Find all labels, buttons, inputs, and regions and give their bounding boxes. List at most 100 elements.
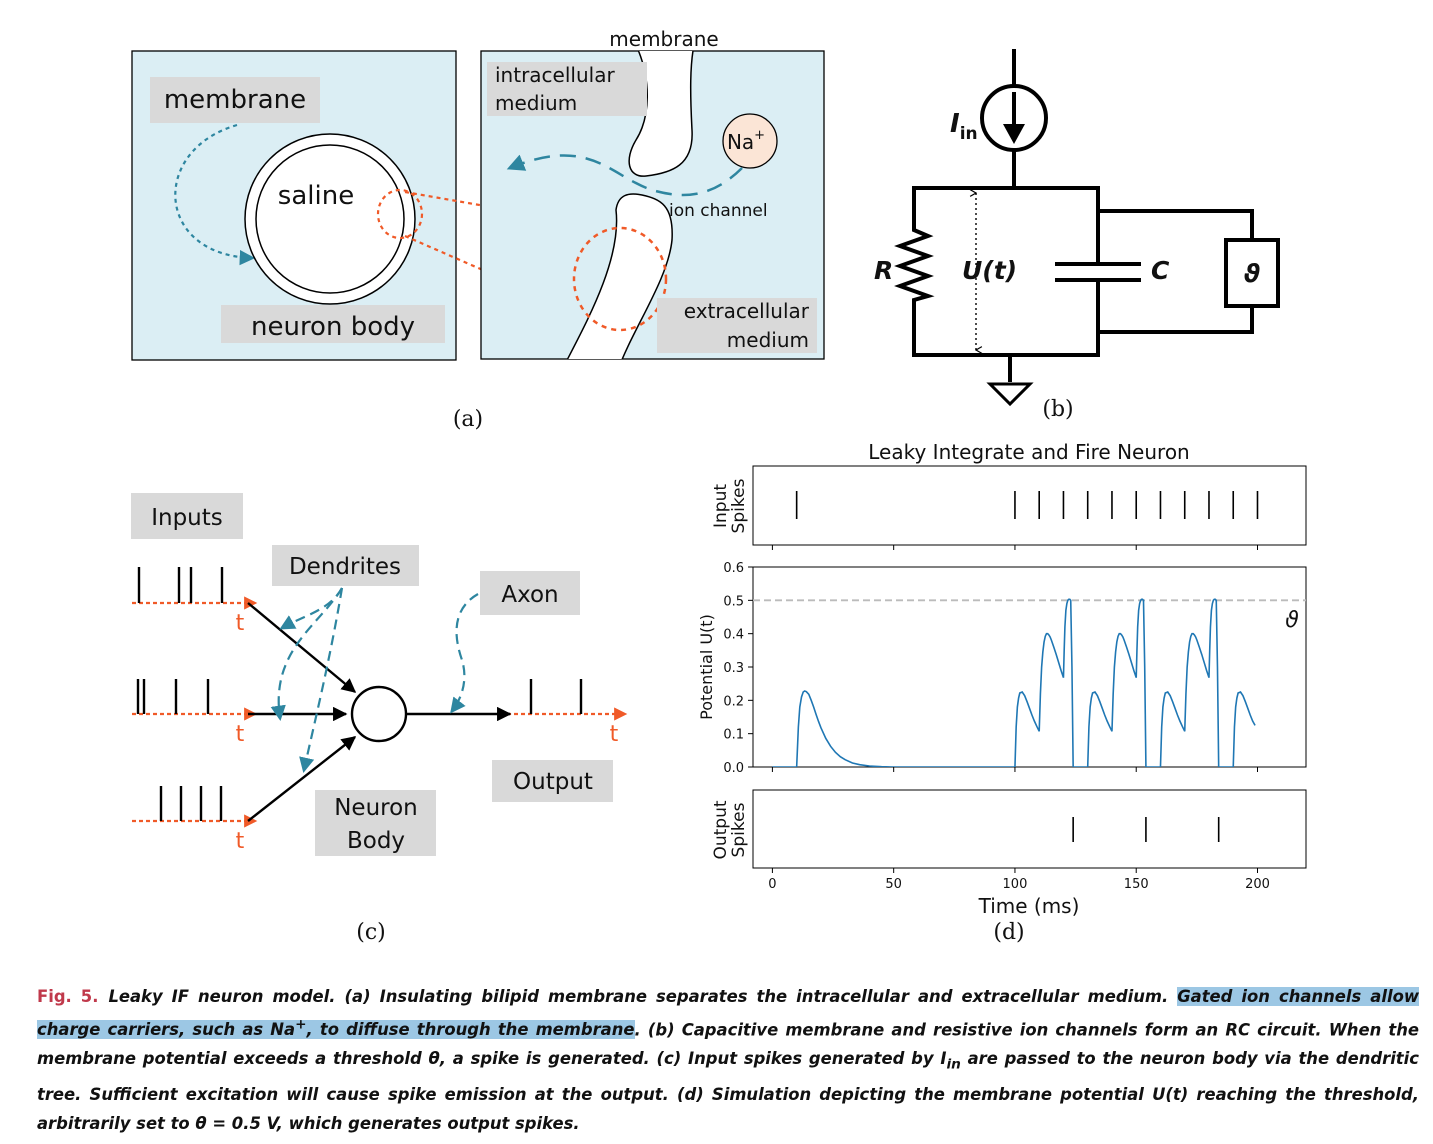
dendrite-edge-3 xyxy=(247,736,357,822)
threshold-label: ϑ xyxy=(1285,608,1299,633)
x-tick-label: 0 xyxy=(768,877,776,892)
y-tick-label: 0.0 xyxy=(723,761,744,776)
threshold-wire-top xyxy=(1098,209,1254,240)
circuit-top-rail xyxy=(912,186,1100,213)
panel-b xyxy=(894,49,1280,407)
zoom-target-ellipse xyxy=(572,226,668,332)
x-tick-label: 200 xyxy=(1245,877,1270,892)
output-spikes-ylabel: OutputSpikes xyxy=(711,800,749,859)
caption-part-1: Leaky IF neuron model. (a) Insulating bi… xyxy=(108,987,1178,1006)
inputs-label: Inputs xyxy=(151,505,223,531)
intracellular-label-line2: medium xyxy=(495,91,577,115)
membrane-zoom-label: membrane xyxy=(609,27,718,51)
output-label-box xyxy=(492,760,613,802)
figure-caption: Fig. 5. Leaky IF neuron model. (a) Insula… xyxy=(37,982,1419,1138)
potential-axes xyxy=(752,566,1307,768)
input-spikes-ylabel: InputSpikes xyxy=(711,478,749,533)
dendrite-edge-1 xyxy=(247,602,357,693)
intracellular-label-line1: intracellular xyxy=(495,63,615,87)
panel-c-label: (c) xyxy=(356,920,386,945)
time-label-3: t xyxy=(236,829,245,854)
input-spikes-axes xyxy=(752,465,1307,546)
membrane-label: membrane xyxy=(164,85,306,115)
chart-title: Leaky Integrate and Fire Neuron xyxy=(868,440,1189,464)
caption-figure-label: Fig. 5. xyxy=(37,987,99,1006)
dendrites-pointer-3 xyxy=(299,587,344,774)
y-tick-label: 0.6 xyxy=(723,561,744,576)
sodium-ion xyxy=(722,113,778,169)
membrane-segment-lower xyxy=(566,193,673,359)
panel-c: Inputs Dendrites Axon Output Neuron Body… xyxy=(131,493,628,945)
neuron-body-label-line2: Body xyxy=(347,828,405,854)
current-source-arrow-head xyxy=(1003,124,1025,144)
y-tick-label: 0.1 xyxy=(723,728,744,743)
panel-a: membrane saline neuron body membrane int… xyxy=(131,27,825,432)
time-x-ticks: 0 50 100 150 200 xyxy=(768,545,1270,892)
x-tick-label: 100 xyxy=(1003,877,1028,892)
time-label-output: t xyxy=(610,722,619,747)
ion-flow-arrow xyxy=(506,154,743,197)
panel-b-label: (b) xyxy=(1042,397,1073,422)
panel-b-labels: Iin R U(t) C ϑ (b) xyxy=(874,109,1261,422)
caption-part-3: are passed to the neuron body via the de… xyxy=(37,1049,1419,1133)
extracellular-label-line1: extracellular xyxy=(684,299,810,323)
circuit-bottom-rail xyxy=(912,330,1100,357)
extracellular-label-box xyxy=(657,298,817,353)
zoom-source-ellipse xyxy=(376,188,424,240)
membrane-pointer-arrow xyxy=(174,123,256,266)
axon-label-box xyxy=(480,571,580,615)
output-label: Output xyxy=(513,769,593,795)
output-spike-marks xyxy=(1072,817,1220,842)
potential-y-ticks: 0.0 0.1 0.2 0.3 0.4 0.5 0.6 xyxy=(723,561,753,776)
threshold-element-label: ϑ xyxy=(1244,259,1261,288)
current-source-label: Iin xyxy=(950,109,978,144)
dendrites-pointer-2 xyxy=(270,587,343,722)
ground-symbol xyxy=(986,382,1034,407)
y-tick-label: 0.5 xyxy=(723,594,744,609)
y-tick-label: 0.4 xyxy=(723,628,744,643)
input-spike-train-3 xyxy=(159,786,223,821)
resistor-label: R xyxy=(874,256,893,285)
figure-5: membrane saline neuron body membrane int… xyxy=(131,27,1307,945)
intracellular-label-box xyxy=(487,62,647,116)
neuron-body-label: neuron body xyxy=(251,312,415,342)
neuron-membrane-inner xyxy=(255,144,405,294)
input-spike-train-2 xyxy=(136,679,210,714)
neuron-body-label-box xyxy=(221,305,445,343)
ion-channel-label: ion channel xyxy=(669,201,768,221)
panel-d-label: (d) xyxy=(993,920,1024,945)
input-spike-train-1 xyxy=(137,567,224,603)
panel-d: Leaky Integrate and Fire Neuron InputSpi… xyxy=(697,440,1307,945)
input-spike-marks xyxy=(795,491,1259,519)
capacitor-label: C xyxy=(1151,256,1170,285)
output-spike-train xyxy=(529,679,583,714)
time-label-1: t xyxy=(236,611,245,636)
membrane-label-box xyxy=(150,77,320,123)
dendrites-label: Dendrites xyxy=(289,554,401,580)
caption-part-2: . (b) Capacitive membrane and resistive … xyxy=(37,1020,1420,1069)
y-tick-label: 0.2 xyxy=(723,694,744,709)
x-tick-label: 150 xyxy=(1124,877,1149,892)
output-spikes-axes xyxy=(752,789,1307,869)
dendrites-pointer-1 xyxy=(279,587,343,630)
saline-label: saline xyxy=(278,181,354,211)
potential-series-line xyxy=(772,598,1256,767)
y-tick-label: 0.3 xyxy=(723,661,744,676)
threshold-wire-bottom xyxy=(1098,306,1254,334)
neuron-body-box xyxy=(315,790,436,856)
dendrites-label-box xyxy=(272,545,419,586)
extracellular-label-line2: medium xyxy=(727,328,809,352)
axon-pointer xyxy=(450,593,479,714)
time-label-2: t xyxy=(236,722,245,747)
resistor xyxy=(894,213,935,330)
panel-a-label: (a) xyxy=(453,407,483,432)
neuron-body-label-line1: Neuron xyxy=(334,795,418,821)
neuron-body xyxy=(350,685,408,743)
x-tick-label: 50 xyxy=(885,877,902,892)
caption-sub-in: in xyxy=(946,1056,961,1073)
sodium-ion-label: Na+ xyxy=(727,128,765,154)
potential-ylabel: Potential U(t) xyxy=(697,614,716,720)
x-axis-label: Time (ms) xyxy=(978,894,1080,918)
voltage-label: U(t) xyxy=(962,256,1017,285)
axon-label: Axon xyxy=(501,582,558,608)
